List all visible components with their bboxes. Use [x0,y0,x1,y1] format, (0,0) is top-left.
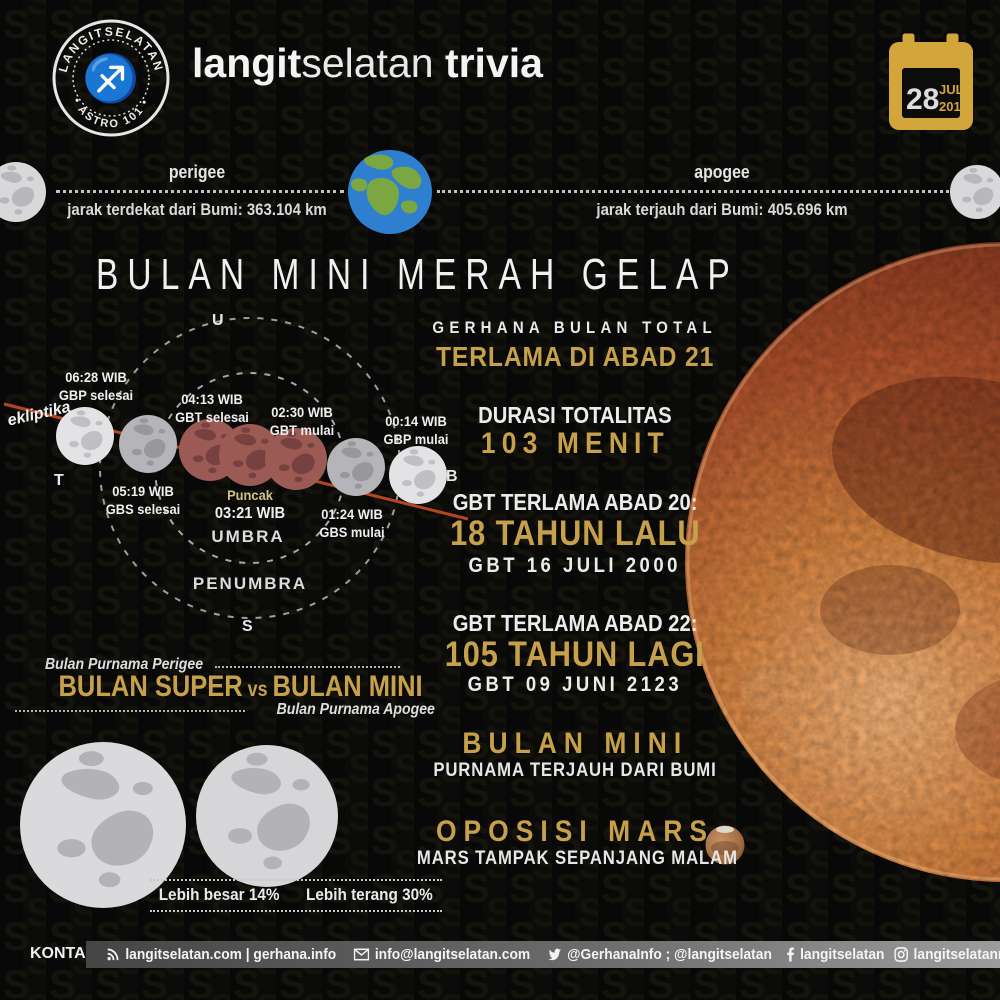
footer-website-link[interactable]: langitselatan.com | gerhana.info [106,946,336,963]
moon-gbs-selesai [119,415,177,473]
app-title: langitselatan trivia [192,40,543,87]
duration-label: DURASI TOTALITAS [478,402,672,428]
comparison-title-super: BULAN SUPER [58,670,243,703]
oposisi-mars-title: OPOSISI MARS [435,815,715,848]
apogee-moon-icon [950,165,1000,219]
perigee-note-dotted-line [215,666,400,668]
moon-gbp-mulai [389,446,447,504]
brightness-percent-label: Lebih terang 30% [306,885,433,904]
puncak-time: 03:21 WIB [214,505,286,523]
comparison-percent-band: Lebih besar 14% Lebih terang 30% [150,879,442,912]
direction-north-label: U [212,312,224,329]
direction-east-label: T [54,472,64,489]
event-gbt-selesai: 04:13 WIB GBT selesai [175,391,249,426]
super-moon [19,742,186,908]
direction-west-label: B [446,468,458,485]
twitter-icon [548,948,562,961]
event-gbs-selesai: 05:19 WIB GBS selesai [105,483,181,518]
comparison-title-vs: vs [242,678,273,701]
comparison-title: BULAN SUPER vs BULAN MINI [58,670,423,704]
moon-gbt-mulai [265,428,327,490]
apogee-label: apogee [694,162,750,182]
moon-size-comparison [19,742,338,908]
apogee-note-dotted-line [15,710,245,712]
moon-gbp-selesai [55,407,114,465]
footer-instagram-link[interactable]: langitselatanmedia [894,946,1000,963]
comparison-title-mini: BULAN MINI [272,670,423,703]
perigee-dotted-line [56,190,344,193]
footer-email-link[interactable]: info@langitselatan.com [354,946,530,963]
apogee-note: Bulan Purnama Apogee [276,701,435,718]
direction-south-label: S [242,618,253,635]
calendar-day: 28 [906,83,939,116]
abad20-value: 18 TAHUN LALU [449,514,701,553]
email-icon [354,948,370,961]
perigee-note: Bulan Purnama Perigee [45,656,204,673]
calendar-month: JULI [939,82,967,97]
abad20-label: GBT TERLAMA ABAD 20: [452,489,698,515]
calendar-icon: 28 JULI 2018 [889,30,973,130]
apogee-caption: jarak terjauh dari Bumi: 405.696 km [596,200,848,219]
abad20-date: GBT 16 JULI 2000 [468,554,682,577]
earth-icon [348,150,432,234]
duration-value: 103 MENIT [480,427,670,460]
event-gbp-mulai: 00:14 WIB GBP mulai [383,413,449,448]
fact-subtitle: GERHANA BULAN TOTAL [432,318,718,337]
apogee-dotted-line [437,190,949,193]
instagram-icon [894,947,909,962]
umbra-label: UMBRA [211,527,285,546]
moon-puncak [219,424,281,486]
eclipse-diagram [3,317,469,619]
contact-label: KONTAK: [30,945,103,962]
title-trivia: trivia [444,40,543,86]
penumbra-label: PENUMBRA [192,574,308,593]
perigee-label: perigee [168,162,226,182]
facebook-icon [786,947,794,962]
title-selatan: selatan [301,40,434,86]
footer-twitter-link[interactable]: @GerhanaInfo ; @langitselatan [548,946,772,963]
perigee-caption: jarak terdekat dari Bumi: 363.104 km [67,200,327,219]
page-title: BULAN MINI MERAH GELAP [96,250,739,299]
abad22-date: GBT 09 JUNI 2123 [467,673,683,696]
puncak-label: Puncak [227,487,273,503]
event-gbs-mulai: 01:24 WIB GBS mulai [319,506,385,541]
title-langit: langit [192,40,302,86]
red-eclipsed-moon [685,242,1000,882]
moon-gbs-mulai [327,438,385,496]
sagittarius-archer-icon: ♐ [82,52,139,105]
event-gbt-mulai: 02:30 WIB GBT mulai [269,404,335,439]
event-puncak: Puncak 03:21 WIB [190,486,310,525]
abad22-label: GBT TERLAMA ABAD 22: [452,610,698,636]
mars-icon [705,825,745,865]
footer-contact-bar: langitselatan.com | gerhana.info info@la… [86,941,1000,968]
langitselatan-logo: LANGITSELATAN • ASTRO 101 • ♐ [52,19,170,137]
footer-facebook-link[interactable]: langitselatan [786,946,884,963]
calendar-year: 2018 [939,99,968,114]
fact-headline: TERLAMA DI ABAD 21 [435,341,715,372]
oposisi-mars-caption: MARS TAMPAK SEPANJANG MALAM [416,848,738,869]
rss-icon [107,948,119,961]
bulan-mini-caption: PURNAMA TERJAUH DARI BUMI [433,760,717,781]
event-gbp-selesai: 06:28 WIB GBP selesai [58,369,134,404]
size-percent-label: Lebih besar 14% [158,885,280,904]
perigee-moon-icon [0,162,46,222]
abad22-value: 105 TAHUN LAGI [445,635,705,674]
mini-moon [196,745,338,887]
bulan-mini-title: BULAN MINI [462,727,688,760]
